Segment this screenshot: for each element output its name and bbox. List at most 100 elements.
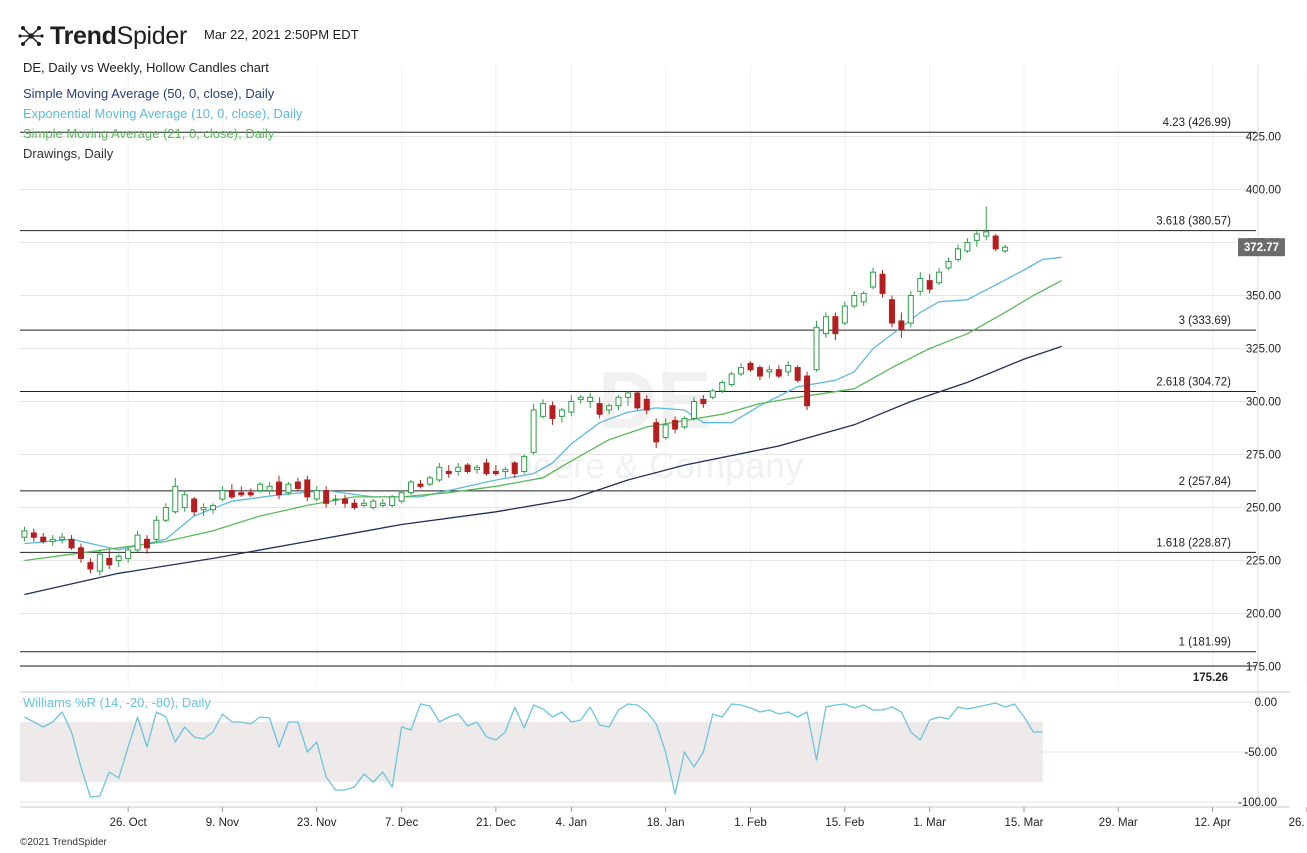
candle-body (96, 553, 103, 572)
candle-down (77, 543, 84, 563)
candle-up (455, 462, 462, 476)
candle-body (700, 398, 707, 405)
candle-body (634, 392, 641, 409)
candle-down (323, 486, 330, 508)
candle-up (719, 380, 726, 394)
candle-down (30, 528, 37, 542)
candle-up (360, 499, 367, 508)
candle-up (379, 499, 386, 508)
candle-up (558, 407, 565, 423)
candle-body (643, 398, 650, 411)
candle-up (728, 371, 735, 387)
candle-down (492, 465, 499, 476)
candle-body (464, 464, 471, 472)
candle-body (558, 409, 565, 417)
candle-up (568, 395, 575, 417)
candle-body (851, 294, 858, 307)
price-tick-label: 350.00 (1246, 290, 1281, 302)
indicator-ema10-label[interactable]: Exponential Moving Average (10, 0, close… (23, 106, 303, 121)
candle-up (219, 486, 226, 502)
fibonacci-levels: 4.23 (426.99) 3.618 (380.57) 3 (333.69) 2.6… (20, 117, 1256, 667)
price-tick-label: 425.00 (1246, 131, 1281, 143)
candle-up (587, 393, 594, 408)
candle-body (304, 479, 311, 498)
indicator-drawings-label[interactable]: Drawings, Daily (23, 146, 114, 161)
candle-down (445, 465, 452, 478)
candle-down (926, 274, 933, 294)
candle-down (549, 401, 556, 425)
candle-body (860, 292, 867, 303)
candle-body (68, 538, 75, 549)
candle-body (568, 401, 575, 413)
candle-body (59, 536, 66, 540)
candle-body (964, 241, 971, 252)
candle-body (804, 375, 811, 407)
candle-body (492, 470, 499, 475)
candle-body (511, 462, 518, 475)
candle-up (662, 418, 669, 440)
candle-down (653, 418, 660, 449)
candle-up (210, 503, 216, 514)
candle-down (40, 532, 47, 544)
candle-body (342, 498, 349, 504)
candle-body (917, 278, 924, 292)
price-tick-label: 300.00 (1246, 397, 1281, 409)
candle-up (936, 267, 943, 285)
candle-body (285, 483, 292, 494)
candle-down (888, 295, 895, 328)
candle-body (417, 483, 424, 487)
brand-name-bold: Trend (50, 21, 117, 50)
candle-down (294, 477, 301, 491)
candle-down (276, 475, 283, 500)
candle-body (624, 392, 631, 398)
indicator-sma50-label[interactable]: Simple Moving Average (50, 0, close), Da… (23, 86, 275, 101)
price-tick-label: 325.00 (1246, 343, 1281, 355)
candle-up (389, 494, 396, 508)
candle-up (96, 549, 103, 576)
candle-body (596, 403, 603, 415)
candle-body (898, 320, 905, 330)
candle-up (474, 465, 481, 474)
candle-body (106, 557, 113, 566)
candle-body (40, 536, 47, 542)
sma50-line (24, 345, 1062, 596)
candle-body (577, 396, 584, 400)
candle-up (398, 490, 405, 504)
price-tick-label: 400.00 (1246, 184, 1281, 196)
date-tick-label: 7. Dec (385, 817, 418, 829)
candle-body (719, 381, 726, 392)
candle-body (191, 498, 198, 513)
chart-timestamp: Mar 22, 2021 2:50PM EDT (204, 27, 359, 42)
candle-down (634, 390, 641, 410)
williams-r-panel: 0.00 -50.00 -100.00 (20, 691, 1290, 809)
candle-up (973, 229, 980, 247)
candle-down (143, 535, 150, 555)
candle-up (172, 477, 179, 514)
fib-level-label: 2.618 (304.72) (1156, 376, 1231, 388)
low-marker-label: 175.26 (1193, 672, 1228, 684)
candle-down (238, 486, 245, 497)
indicator-sma21-label[interactable]: Simple Moving Average (21, 0, close), Da… (23, 126, 275, 141)
candle-up (540, 399, 547, 419)
date-tick-label: 1. Feb (734, 817, 767, 829)
williams-r-label[interactable]: Williams %R (14, -20, -80), Daily (23, 695, 211, 710)
candle-down (804, 371, 811, 410)
date-tick-label: 18. Jan (647, 817, 685, 829)
candle-body (879, 273, 886, 294)
candle-body (474, 466, 481, 470)
candle-down (342, 494, 349, 508)
candle-body (785, 364, 792, 373)
candle-down (832, 312, 839, 341)
date-tick-label: 21. Dec (476, 817, 516, 829)
candle-body (276, 481, 283, 496)
candle-body (125, 549, 132, 559)
candle-up (285, 482, 292, 495)
candle-body (77, 547, 84, 559)
candle-down (672, 416, 679, 434)
candle-body (973, 233, 980, 241)
candle-up (851, 291, 858, 309)
candle-body (775, 369, 782, 377)
candle-up (530, 403, 537, 455)
fib-level-label: 3.618 (380.57) (1156, 216, 1231, 228)
